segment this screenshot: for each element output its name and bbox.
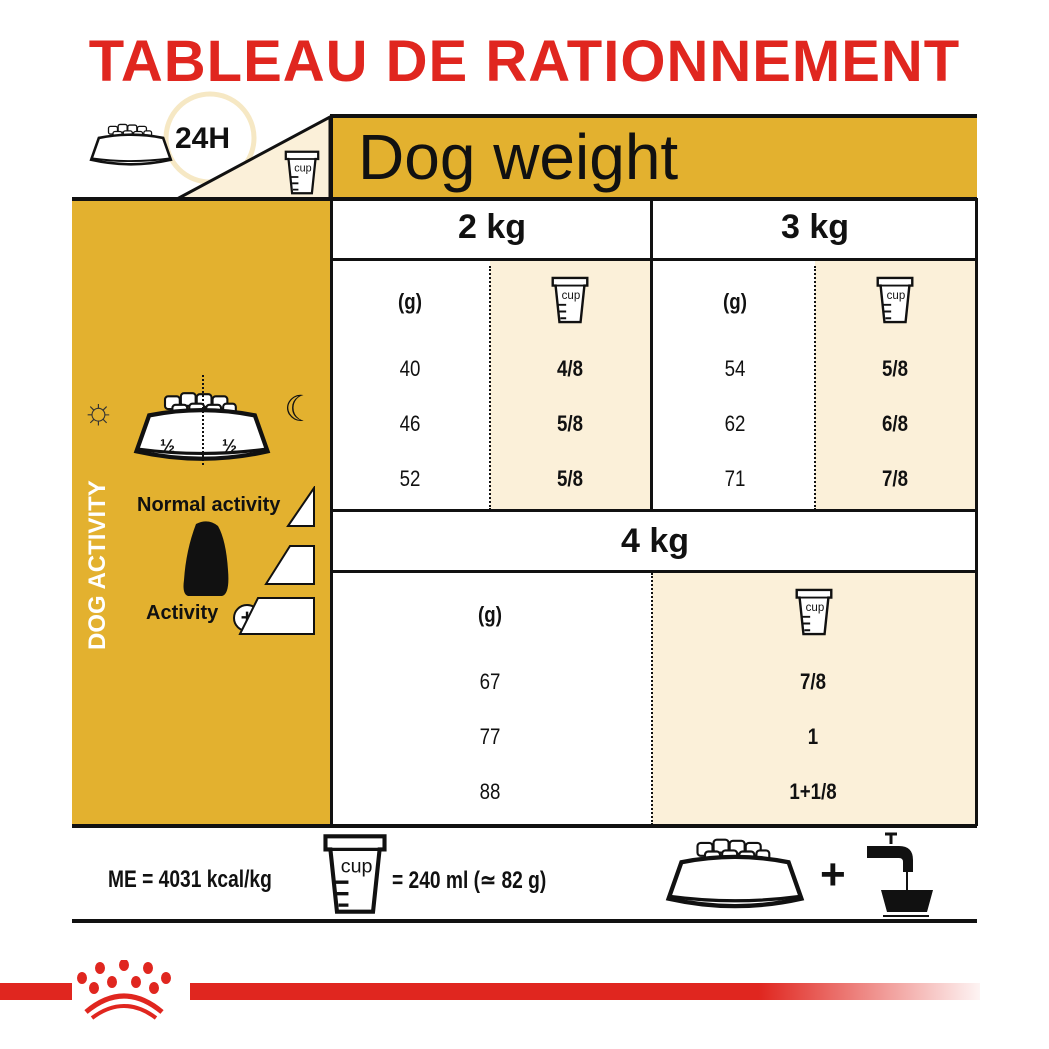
cups-value: 1+1/8 — [789, 779, 837, 804]
grams-value: 67 — [479, 669, 501, 694]
grams-value: 88 — [479, 779, 501, 804]
normal-activity-label: Normal activity — [137, 494, 281, 516]
grams-header: (g) — [398, 289, 422, 314]
water-tap-icon — [867, 832, 933, 917]
grams-value: 77 — [479, 724, 501, 749]
food-bowl-icon — [86, 120, 176, 170]
cup-equivalence: = 240 ml (≃ 82 g) — [392, 867, 547, 894]
grams-value: 40 — [399, 356, 421, 381]
dog-silhouette-icon — [183, 521, 229, 596]
cup-icon — [550, 276, 590, 324]
moon-icon: ☾ — [284, 388, 317, 429]
grams-header: (g) — [478, 602, 502, 627]
food-bowl-icon — [660, 836, 810, 912]
grams-value: 46 — [399, 411, 421, 436]
royal-canin-crown-logo — [77, 960, 171, 1020]
half-left: ½ — [160, 436, 176, 456]
weight-header-2kg: 2 kg — [457, 208, 527, 246]
cup-icon — [794, 588, 834, 636]
cups-value: 4/8 — [556, 356, 584, 381]
cup-icon — [318, 833, 392, 915]
sun-icon: ☼ — [82, 390, 115, 431]
weight-header-3kg: 3 kg — [780, 208, 850, 246]
period-label: 24H — [175, 122, 231, 155]
cups-value: 7/8 — [881, 466, 909, 491]
brand-bar-left — [0, 983, 72, 1000]
page-title: TABLEAU DE RATIONNEMENT — [88, 29, 961, 94]
cup-icon — [284, 150, 320, 195]
activity-sidebar — [72, 201, 330, 825]
brand-bar — [190, 983, 980, 1000]
cups-value: 5/8 — [556, 466, 584, 491]
cups-value: 5/8 — [881, 356, 909, 381]
grams-value: 54 — [724, 356, 746, 381]
cups-value: 5/8 — [556, 411, 584, 436]
cups-value: 7/8 — [799, 669, 827, 694]
dog-activity-label: DOG ACTIVITY — [84, 480, 111, 650]
plus-icon: + — [820, 850, 846, 899]
dog-weight-header: Dog weight — [330, 116, 977, 198]
half-right: ½ — [222, 436, 238, 456]
activity-level-scale — [238, 486, 315, 635]
dog-weight-label: Dog weight — [358, 121, 679, 193]
cups-value: 6/8 — [881, 411, 909, 436]
energy-value: ME = 4031 kcal/kg — [108, 866, 272, 893]
cups-value: 1 — [807, 724, 819, 749]
grams-value: 52 — [399, 466, 421, 491]
activity-plus-label: Activity — [146, 602, 219, 624]
grams-value: 62 — [724, 411, 746, 436]
weight-header-4kg: 4 kg — [620, 522, 690, 560]
grams-header: (g) — [723, 289, 747, 314]
cup-icon — [875, 276, 915, 324]
grams-value: 71 — [724, 466, 746, 491]
